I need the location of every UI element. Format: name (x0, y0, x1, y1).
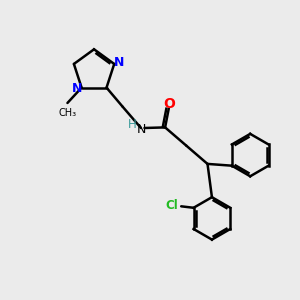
Text: CH₃: CH₃ (58, 108, 76, 118)
Text: N: N (71, 82, 82, 95)
Text: Cl: Cl (165, 199, 178, 212)
Text: O: O (164, 97, 175, 111)
Text: N: N (136, 123, 146, 136)
Text: H: H (128, 118, 137, 131)
Text: N: N (114, 56, 124, 69)
